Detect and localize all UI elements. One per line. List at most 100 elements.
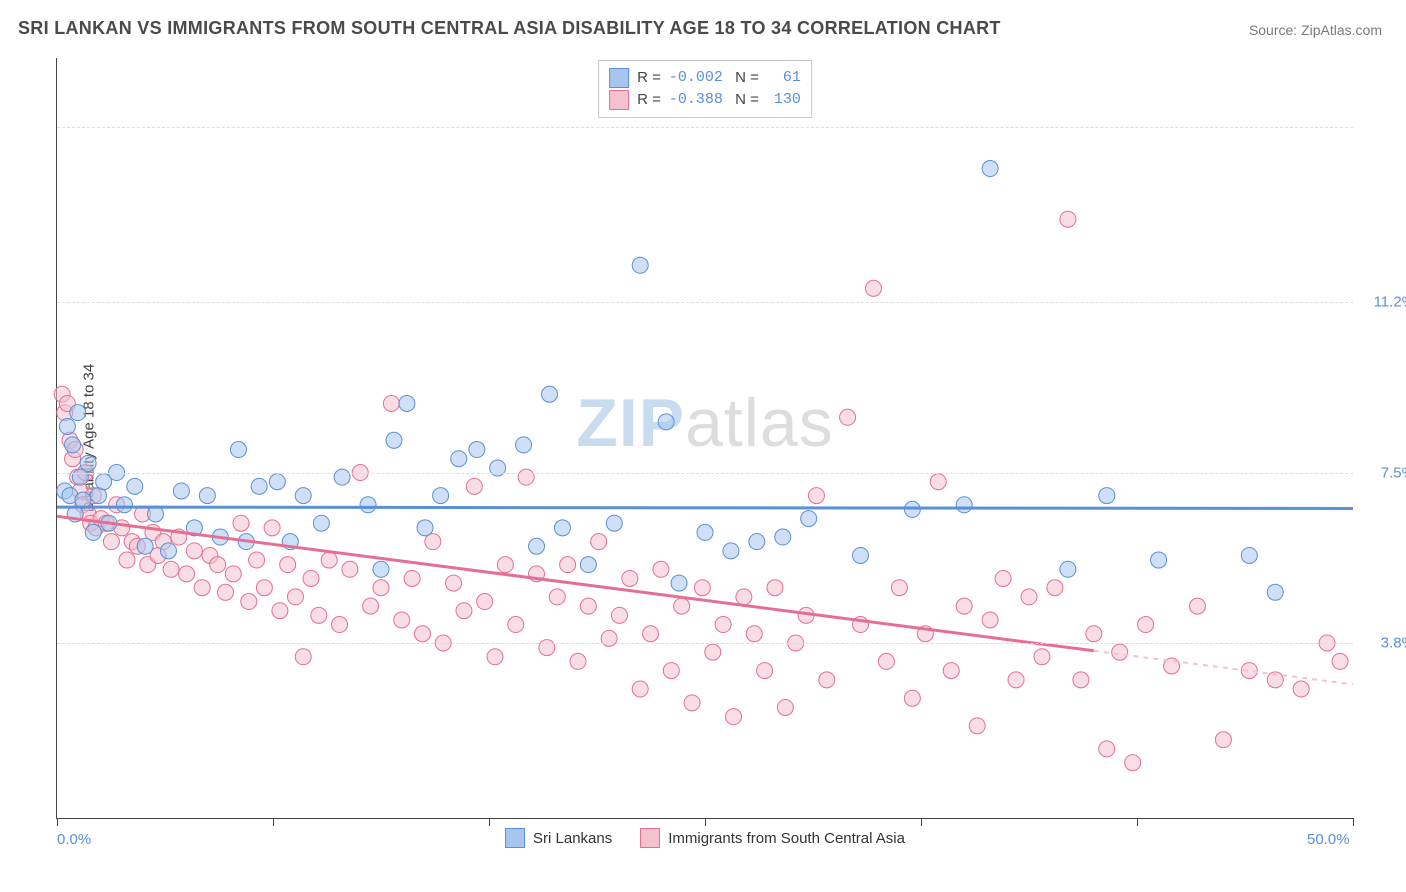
data-point	[878, 653, 894, 669]
data-point	[269, 474, 285, 490]
data-point	[425, 534, 441, 550]
data-point	[746, 626, 762, 642]
data-point	[373, 561, 389, 577]
data-point	[1138, 617, 1154, 633]
data-point	[210, 557, 226, 573]
data-point	[757, 663, 773, 679]
data-point	[1086, 626, 1102, 642]
trend-line-extrapolated	[1094, 651, 1353, 685]
data-point	[469, 442, 485, 458]
data-point	[529, 538, 545, 554]
data-point	[930, 474, 946, 490]
data-point	[570, 653, 586, 669]
data-point	[736, 589, 752, 605]
data-point	[404, 570, 420, 586]
data-point	[264, 520, 280, 536]
data-point	[1099, 488, 1115, 504]
data-point	[394, 612, 410, 628]
data-point	[225, 566, 241, 582]
legend-label-1: Immigrants from South Central Asia	[668, 830, 905, 847]
legend-item-1: Immigrants from South Central Asia	[640, 828, 905, 848]
data-point	[179, 566, 195, 582]
data-point	[363, 598, 379, 614]
source-attribution: Source: ZipAtlas.com	[1249, 22, 1382, 38]
data-point	[943, 663, 959, 679]
data-point	[65, 437, 81, 453]
data-point	[119, 552, 135, 568]
data-point	[671, 575, 687, 591]
data-point	[477, 594, 493, 610]
data-point	[332, 617, 348, 633]
data-point	[956, 497, 972, 513]
data-point	[549, 589, 565, 605]
data-point	[383, 395, 399, 411]
data-point	[417, 520, 433, 536]
data-point	[127, 478, 143, 494]
data-point	[539, 640, 555, 656]
data-point	[373, 580, 389, 596]
legend-label-0: Sri Lankans	[533, 830, 612, 847]
data-point	[70, 405, 86, 421]
chart-title: SRI LANKAN VS IMMIGRANTS FROM SOUTH CENT…	[18, 18, 1001, 39]
data-point	[1060, 211, 1076, 227]
data-point	[1332, 653, 1348, 669]
data-point	[715, 617, 731, 633]
data-point	[1021, 589, 1037, 605]
data-point	[186, 543, 202, 559]
data-point	[982, 161, 998, 177]
data-point	[163, 561, 179, 577]
data-point	[749, 534, 765, 550]
data-point	[891, 580, 907, 596]
data-point	[969, 718, 985, 734]
plot-area: Disability Age 18 to 34 ZIPatlas R = -0.…	[56, 58, 1353, 819]
data-point	[1189, 598, 1205, 614]
data-point	[173, 483, 189, 499]
data-point	[1267, 584, 1283, 600]
data-point	[137, 538, 153, 554]
data-point	[694, 580, 710, 596]
data-point	[632, 681, 648, 697]
data-point	[591, 534, 607, 550]
data-point	[663, 663, 679, 679]
data-point	[241, 594, 257, 610]
data-point	[767, 580, 783, 596]
data-point	[342, 561, 358, 577]
data-point	[160, 543, 176, 559]
data-point	[199, 488, 215, 504]
legend-item-0: Sri Lankans	[505, 828, 612, 848]
data-point	[658, 414, 674, 430]
data-point	[777, 699, 793, 715]
data-point	[1034, 649, 1050, 665]
data-point	[508, 617, 524, 633]
swatch-icon	[505, 828, 525, 848]
data-point	[643, 626, 659, 642]
data-point	[632, 257, 648, 273]
data-point	[116, 497, 132, 513]
data-point	[653, 561, 669, 577]
data-point	[611, 607, 627, 623]
data-point	[487, 649, 503, 665]
data-point	[580, 598, 596, 614]
data-point	[904, 690, 920, 706]
data-point	[684, 695, 700, 711]
data-point	[1099, 741, 1115, 757]
data-point	[982, 612, 998, 628]
data-point	[622, 570, 638, 586]
data-point	[865, 280, 881, 296]
data-point	[303, 570, 319, 586]
data-point	[103, 534, 119, 550]
data-point	[217, 584, 233, 600]
data-point	[386, 432, 402, 448]
data-point	[1047, 580, 1063, 596]
data-point	[606, 515, 622, 531]
y-tick-label: 7.5%	[1381, 464, 1406, 481]
trend-line	[57, 516, 1094, 650]
swatch-icon	[640, 828, 660, 848]
data-point	[414, 626, 430, 642]
data-point	[560, 557, 576, 573]
data-point	[726, 709, 742, 725]
data-point	[801, 511, 817, 527]
data-point	[321, 552, 337, 568]
data-point	[1060, 561, 1076, 577]
x-tick-label: 0.0%	[57, 831, 91, 848]
